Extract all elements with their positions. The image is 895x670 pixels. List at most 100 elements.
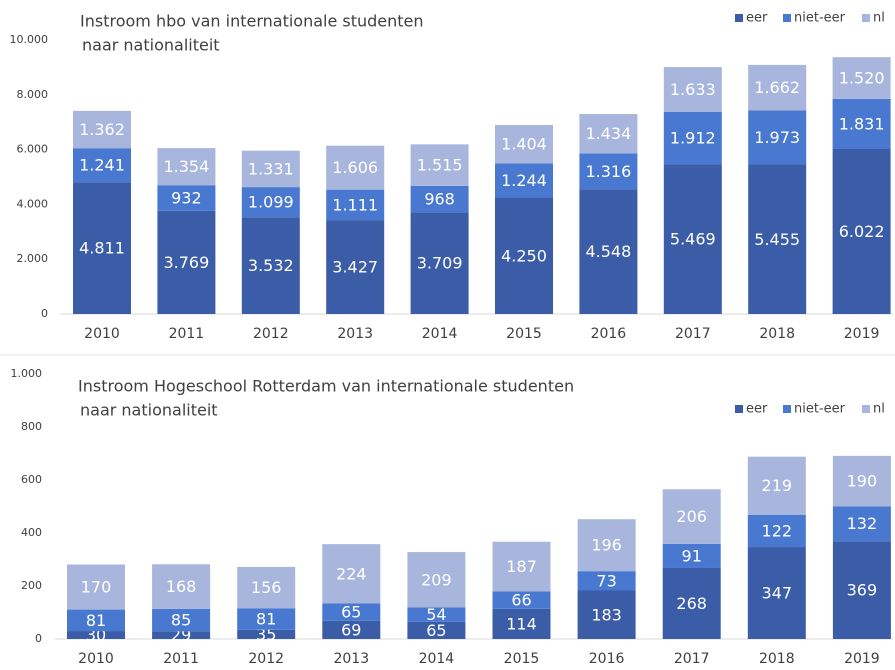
data-label: 268 — [676, 594, 707, 613]
bar-segment — [579, 153, 638, 190]
y-tick-label: 800 — [21, 420, 42, 433]
legend-label: nl — [873, 402, 885, 417]
data-label: 190 — [847, 472, 878, 491]
bar-segment — [747, 547, 806, 639]
legend-label: niet-eer — [794, 11, 846, 26]
data-label: 81 — [256, 609, 276, 628]
data-label: 1.633 — [670, 80, 716, 99]
bar-segment — [322, 544, 381, 604]
bar-segment — [67, 609, 125, 632]
data-label: 1.404 — [501, 135, 547, 154]
bar-segment — [832, 541, 891, 639]
x-tick-label: 2019 — [844, 326, 880, 342]
data-label: 1.831 — [839, 114, 885, 133]
legend-label: niet-eer — [794, 402, 846, 417]
bar-segment — [241, 217, 300, 314]
bar-segment — [748, 64, 807, 111]
data-label: 1.434 — [585, 124, 631, 143]
bar-segment — [152, 631, 211, 639]
data-label: 4.250 — [501, 246, 547, 265]
legend-swatch — [735, 405, 743, 413]
legend-swatch — [783, 14, 791, 22]
data-label: 66 — [511, 591, 531, 610]
data-label: 170 — [81, 578, 112, 597]
x-tick-label: 2012 — [248, 651, 284, 667]
data-label: 73 — [596, 571, 616, 590]
x-tick-label: 2018 — [759, 651, 795, 667]
data-label: 224 — [336, 564, 367, 583]
bar-segment — [237, 566, 296, 609]
data-label: 69 — [341, 620, 361, 639]
x-tick-label: 2011 — [163, 651, 199, 667]
data-label: 1.099 — [248, 193, 294, 212]
bar-segment — [237, 629, 296, 639]
bar-segment — [73, 148, 131, 183]
chart-title: naar nationaliteit — [82, 36, 220, 55]
x-tick-label: 2017 — [674, 651, 710, 667]
bar-segment — [747, 456, 806, 515]
legend-swatch — [735, 14, 743, 22]
bar-segment — [662, 543, 721, 568]
bar-segment — [832, 98, 891, 149]
data-label: 932 — [171, 188, 202, 207]
data-label: 219 — [762, 476, 793, 495]
x-tick-label: 2015 — [506, 326, 542, 342]
x-tick-label: 2012 — [253, 326, 289, 342]
data-label: 1.973 — [754, 128, 800, 147]
bar-segment — [152, 564, 211, 609]
y-tick-label: 1.000 — [11, 367, 43, 380]
data-label: 1.354 — [163, 157, 209, 176]
chart-title: Instroom hbo van internationale studente… — [80, 12, 424, 31]
data-label: 1.662 — [754, 78, 800, 97]
x-tick-label: 2017 — [675, 326, 711, 342]
bar-segment — [410, 185, 469, 213]
bar-segment — [407, 607, 466, 622]
data-label: 1.515 — [417, 156, 463, 175]
data-label: 3.709 — [417, 254, 463, 273]
chart-title: naar nationaliteit — [80, 401, 218, 420]
x-tick-label: 2011 — [169, 326, 205, 342]
bar-segment — [322, 620, 381, 639]
bar-segment — [662, 567, 721, 639]
bar-segment — [577, 519, 636, 572]
bar-segment — [577, 571, 636, 591]
bar-segment — [322, 603, 381, 621]
data-label: 132 — [847, 514, 878, 533]
legend-swatch — [862, 405, 870, 413]
data-label: 168 — [166, 577, 197, 596]
data-label: 1.362 — [79, 120, 125, 139]
bar-segment — [326, 189, 385, 221]
data-label: 4.811 — [79, 239, 125, 258]
data-label: 1.606 — [332, 158, 378, 177]
data-label: 85 — [171, 611, 191, 630]
bar-segment — [663, 67, 722, 112]
bar-segment — [492, 608, 551, 639]
data-label: 206 — [676, 507, 707, 526]
data-label: 1.912 — [670, 128, 716, 147]
y-tick-label: 4.000 — [17, 197, 49, 210]
x-tick-label: 2010 — [84, 326, 120, 342]
data-label: 1.331 — [248, 159, 294, 178]
bar-segment — [579, 189, 638, 314]
legend-label: eer — [746, 402, 768, 417]
data-label: 65 — [426, 621, 446, 640]
data-label: 4.548 — [585, 242, 631, 261]
data-label: 122 — [762, 521, 793, 540]
data-label: 1.241 — [79, 156, 125, 175]
bar-segment — [67, 631, 125, 639]
x-tick-label: 2019 — [844, 651, 880, 667]
legend-swatch — [862, 14, 870, 22]
bar-segment — [407, 552, 466, 608]
bar-segment — [410, 144, 469, 186]
data-label: 1.316 — [585, 162, 631, 181]
data-label: 347 — [762, 584, 793, 603]
data-label: 156 — [251, 578, 282, 597]
bar-segment — [157, 148, 216, 186]
data-label: 1.520 — [839, 69, 885, 88]
y-tick-label: 6.000 — [17, 143, 49, 156]
bar-segment — [241, 150, 300, 188]
data-label: 5.469 — [670, 230, 716, 249]
data-label: 65 — [341, 603, 361, 622]
bar-segment — [832, 506, 891, 542]
data-label: 187 — [506, 557, 537, 576]
